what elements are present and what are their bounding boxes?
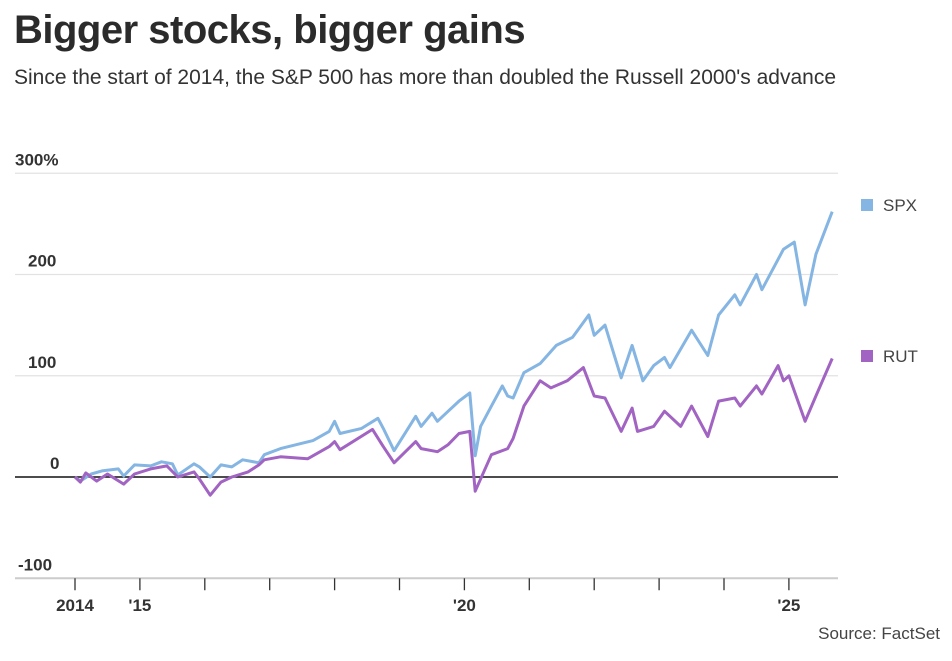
chart-subtitle: Since the start of 2014, the S&P 500 has… bbox=[14, 66, 837, 89]
legend-swatch-spx bbox=[861, 199, 873, 211]
legend-label-rut: RUT bbox=[883, 347, 918, 366]
series-line-rut bbox=[73, 357, 834, 497]
legend-label-spx: SPX bbox=[883, 196, 917, 215]
y-tick-label: 0 bbox=[50, 454, 59, 473]
x-tick-label: 2014 bbox=[56, 596, 94, 615]
x-tick-label: '20 bbox=[453, 596, 476, 615]
y-tick-label: 300% bbox=[15, 150, 58, 169]
source-note: Source: FactSet bbox=[818, 624, 940, 643]
y-tick-label: -100 bbox=[18, 555, 52, 574]
y-tick-label: 200 bbox=[28, 252, 56, 271]
legend-swatch-rut bbox=[861, 350, 873, 362]
x-tick-label: '25 bbox=[777, 596, 800, 615]
chart-title: Bigger stocks, bigger gains bbox=[14, 8, 526, 52]
x-tick-label: '15 bbox=[128, 596, 151, 615]
y-tick-label: 100 bbox=[28, 353, 56, 372]
